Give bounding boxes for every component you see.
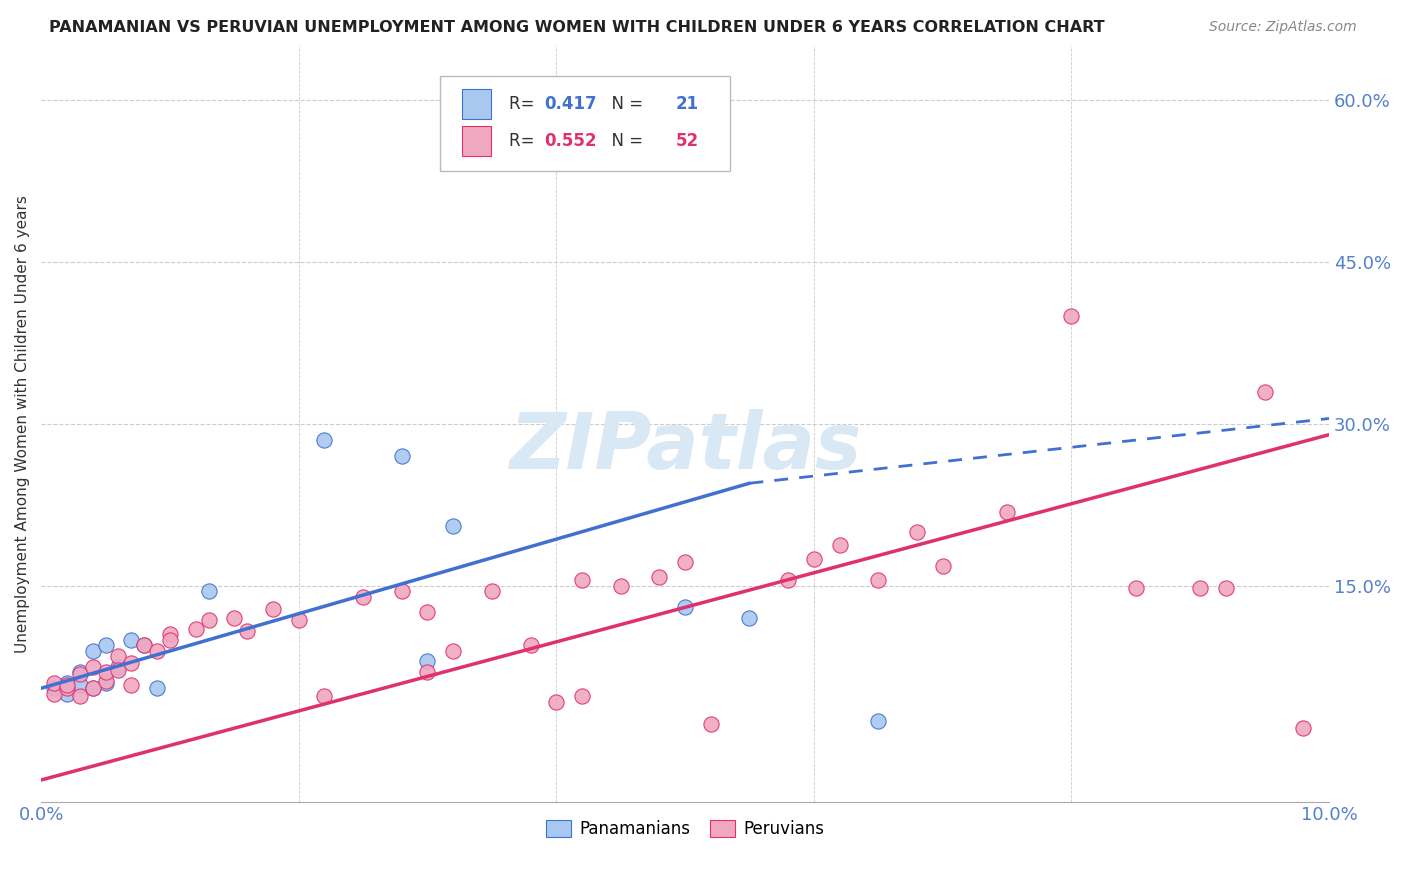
Text: 52: 52 <box>676 132 699 150</box>
Point <box>69 678 91 692</box>
Text: 21: 21 <box>676 95 699 113</box>
Text: 0.417: 0.417 <box>544 95 598 113</box>
Point <box>441 519 464 533</box>
Point <box>287 613 309 627</box>
Point <box>546 695 568 709</box>
Point <box>868 714 890 728</box>
Point <box>42 687 65 701</box>
Point <box>94 676 117 690</box>
Point <box>159 632 181 647</box>
Point <box>571 689 593 703</box>
Point <box>738 611 761 625</box>
Point <box>107 659 129 673</box>
Point <box>56 676 79 690</box>
Text: PANAMANIAN VS PERUVIAN UNEMPLOYMENT AMONG WOMEN WITH CHILDREN UNDER 6 YEARS CORR: PANAMANIAN VS PERUVIAN UNEMPLOYMENT AMON… <box>49 20 1105 35</box>
Point <box>673 600 696 615</box>
Point <box>416 654 439 668</box>
Point <box>120 632 142 647</box>
Point <box>120 678 142 692</box>
Legend: Panamanians, Peruvians: Panamanians, Peruvians <box>537 812 832 847</box>
Point <box>82 659 104 673</box>
Point <box>314 433 336 447</box>
Point <box>352 590 374 604</box>
Point <box>416 605 439 619</box>
Point <box>262 602 284 616</box>
Point <box>42 681 65 696</box>
Point <box>56 687 79 701</box>
Point <box>778 574 800 588</box>
FancyBboxPatch shape <box>463 89 491 120</box>
Point <box>82 681 104 696</box>
Point <box>94 638 117 652</box>
Point <box>224 611 246 625</box>
Point <box>56 678 79 692</box>
Point <box>1060 309 1083 323</box>
Point <box>1253 384 1275 399</box>
Point <box>120 657 142 671</box>
Point <box>868 574 890 588</box>
Point <box>69 689 91 703</box>
Point <box>184 622 207 636</box>
Text: Source: ZipAtlas.com: Source: ZipAtlas.com <box>1209 20 1357 34</box>
Point <box>146 643 169 657</box>
Point <box>803 551 825 566</box>
Point <box>391 450 413 464</box>
Point <box>107 648 129 663</box>
Point <box>134 638 156 652</box>
Point <box>94 673 117 688</box>
Point <box>1292 721 1315 735</box>
Point <box>69 665 91 679</box>
Point <box>571 574 593 588</box>
Point <box>648 570 671 584</box>
Text: ZIPatlas: ZIPatlas <box>509 409 862 484</box>
Point <box>519 638 541 652</box>
Point <box>82 681 104 696</box>
Point <box>391 584 413 599</box>
Point <box>146 681 169 696</box>
FancyBboxPatch shape <box>463 126 491 156</box>
Point <box>107 663 129 677</box>
Point <box>609 579 631 593</box>
Point <box>42 676 65 690</box>
FancyBboxPatch shape <box>440 77 730 171</box>
Point <box>995 505 1018 519</box>
Point <box>236 624 259 638</box>
Point <box>700 717 723 731</box>
Point <box>1215 581 1237 595</box>
Point <box>69 667 91 681</box>
Text: R=: R= <box>509 95 540 113</box>
Point <box>905 524 928 539</box>
Point <box>134 638 156 652</box>
Point <box>441 643 464 657</box>
Point <box>416 665 439 679</box>
Point <box>931 559 953 574</box>
Text: N =: N = <box>602 95 648 113</box>
Point <box>82 643 104 657</box>
Text: 0.552: 0.552 <box>544 132 598 150</box>
Point <box>159 627 181 641</box>
Point <box>197 584 219 599</box>
Point <box>314 689 336 703</box>
Text: R=: R= <box>509 132 540 150</box>
Point <box>481 584 503 599</box>
Point <box>828 538 851 552</box>
Point <box>1125 581 1147 595</box>
Point <box>197 613 219 627</box>
Point <box>94 665 117 679</box>
Text: N =: N = <box>602 132 648 150</box>
Point <box>56 681 79 696</box>
Y-axis label: Unemployment Among Women with Children Under 6 years: Unemployment Among Women with Children U… <box>15 195 30 653</box>
Point <box>673 555 696 569</box>
Point <box>1189 581 1212 595</box>
